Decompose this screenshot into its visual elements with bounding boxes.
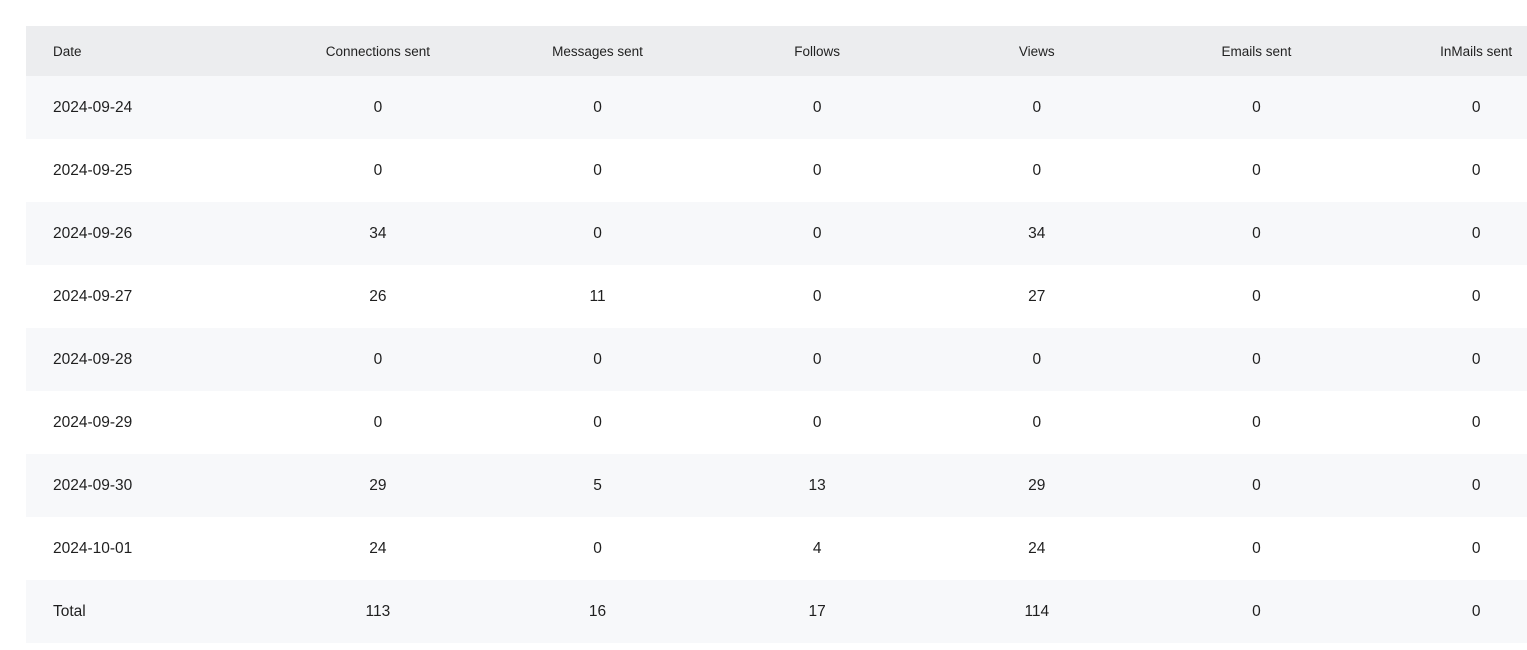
table-body: 2024-09-24 0 0 0 0 0 0 2024-09-25 0 0 0 0 0 0 2024-09-… <box>26 76 1527 643</box>
cell-follows: 0 <box>812 287 822 305</box>
column-header-date[interactable]: Date <box>53 43 82 59</box>
cell-views: 0 <box>1032 98 1042 116</box>
cell-connections-sent: 34 <box>369 224 387 242</box>
table-row: 2024-09-26 34 0 0 34 0 0 <box>26 202 1527 265</box>
cell-connections-sent: 29 <box>369 476 387 494</box>
table-header-row: Date Connections sent Messages sent Follows… <box>26 26 1527 76</box>
cell-messages-sent: 0 <box>593 98 602 116</box>
cell-views: 24 <box>1028 539 1046 557</box>
stats-table-container: Date Connections sent Messages sent Follows… <box>26 26 1527 643</box>
cell-date: 2024-09-29 <box>53 413 133 431</box>
cell-messages-sent: 0 <box>593 224 602 242</box>
cell-inmails-sent: 0 <box>1471 224 1481 242</box>
cell-emails-sent: 0 <box>1252 350 1261 368</box>
cell-messages-sent: 16 <box>588 602 607 620</box>
cell-messages-sent: 0 <box>593 413 602 431</box>
cell-connections-sent: 0 <box>373 413 383 431</box>
cell-connections-sent: 0 <box>373 161 383 179</box>
cell-messages-sent: 0 <box>593 539 602 557</box>
stats-table: Date Connections sent Messages sent Follows… <box>26 26 1527 643</box>
cell-messages-sent: 11 <box>589 287 606 305</box>
cell-emails-sent: 0 <box>1252 476 1261 494</box>
cell-views: 34 <box>1028 224 1046 242</box>
cell-emails-sent: 0 <box>1252 602 1261 620</box>
table-row: 2024-09-28 0 0 0 0 0 0 <box>26 328 1527 391</box>
cell-emails-sent: 0 <box>1252 287 1261 305</box>
cell-connections-sent: 24 <box>369 539 387 557</box>
cell-emails-sent: 0 <box>1252 539 1261 557</box>
cell-follows: 17 <box>808 602 826 620</box>
column-header-views[interactable]: Views <box>1018 43 1055 59</box>
cell-messages-sent: 0 <box>593 350 602 368</box>
table-row: 2024-09-25 0 0 0 0 0 0 <box>26 139 1527 202</box>
table-row: 2024-09-27 26 11 0 27 0 0 <box>26 265 1527 328</box>
cell-inmails-sent: 0 <box>1471 602 1481 620</box>
cell-date: 2024-09-25 <box>53 161 133 179</box>
cell-emails-sent: 0 <box>1252 98 1261 116</box>
column-header-follows[interactable]: Follows <box>794 43 841 59</box>
cell-follows: 13 <box>808 476 826 494</box>
cell-inmails-sent: 0 <box>1471 413 1481 431</box>
cell-inmails-sent: 0 <box>1471 476 1481 494</box>
cell-date: Total <box>53 602 86 620</box>
cell-inmails-sent: 0 <box>1471 350 1481 368</box>
cell-connections-sent: 113 <box>365 602 391 620</box>
cell-follows: 0 <box>812 161 822 179</box>
cell-messages-sent: 0 <box>593 161 602 179</box>
cell-date: 2024-09-26 <box>53 224 133 242</box>
cell-connections-sent: 26 <box>369 287 387 305</box>
table-row: 2024-09-29 0 0 0 0 0 0 <box>26 391 1527 454</box>
cell-follows: 0 <box>812 98 822 116</box>
cell-follows: 0 <box>812 350 822 368</box>
cell-follows: 0 <box>812 413 822 431</box>
table-row: 2024-09-30 29 5 13 29 0 0 <box>26 454 1527 517</box>
table-row: 2024-10-01 24 0 4 24 0 0 <box>26 517 1527 580</box>
cell-follows: 4 <box>812 539 822 557</box>
cell-views: 0 <box>1032 350 1042 368</box>
column-header-emails-sent[interactable]: Emails sent <box>1221 43 1292 59</box>
column-header-inmails-sent[interactable]: InMails sent <box>1440 43 1513 59</box>
cell-inmails-sent: 0 <box>1471 287 1481 305</box>
cell-date: 2024-10-01 <box>53 539 133 557</box>
cell-date: 2024-09-24 <box>53 98 133 116</box>
cell-emails-sent: 0 <box>1252 161 1261 179</box>
cell-inmails-sent: 0 <box>1471 161 1481 179</box>
cell-date: 2024-09-30 <box>53 476 133 494</box>
total-row: Total 113 16 17 114 0 0 <box>26 580 1527 643</box>
cell-follows: 0 <box>812 224 822 242</box>
cell-date: 2024-09-27 <box>53 287 133 305</box>
table-row: 2024-09-24 0 0 0 0 0 0 <box>26 76 1527 139</box>
cell-inmails-sent: 0 <box>1471 98 1481 116</box>
cell-inmails-sent: 0 <box>1471 539 1481 557</box>
cell-messages-sent: 5 <box>593 476 602 494</box>
cell-emails-sent: 0 <box>1252 413 1261 431</box>
cell-emails-sent: 0 <box>1252 224 1261 242</box>
column-header-messages-sent[interactable]: Messages sent <box>552 43 643 59</box>
column-header-connections-sent[interactable]: Connections sent <box>325 43 431 59</box>
cell-views: 29 <box>1028 476 1046 494</box>
cell-connections-sent: 0 <box>373 350 383 368</box>
cell-views: 114 <box>1024 602 1050 620</box>
cell-date: 2024-09-28 <box>53 350 133 368</box>
cell-views: 0 <box>1032 161 1042 179</box>
cell-views: 27 <box>1028 287 1046 305</box>
cell-connections-sent: 0 <box>373 98 383 116</box>
cell-views: 0 <box>1032 413 1042 431</box>
